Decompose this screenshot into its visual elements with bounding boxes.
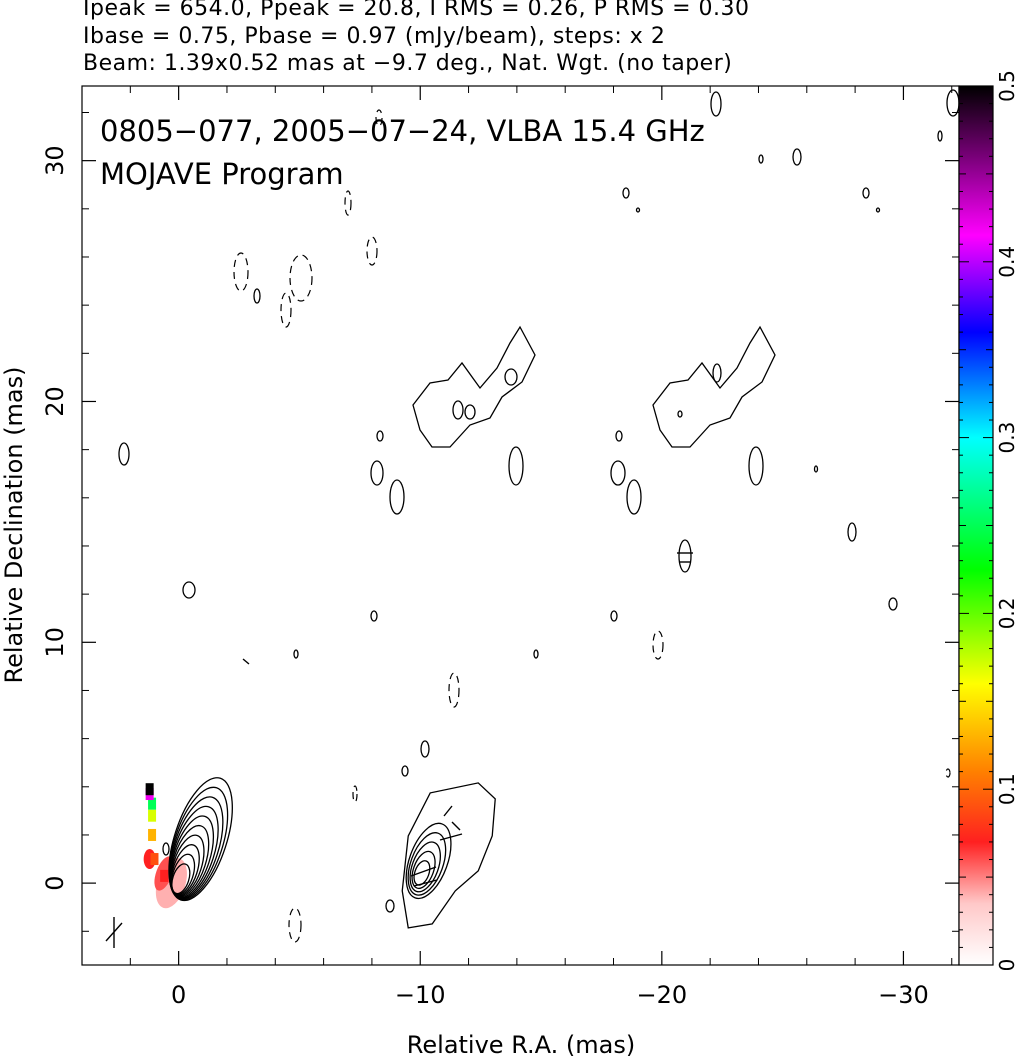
x-tick-label: −20 (637, 981, 688, 1009)
diffuse-emission-2-hole (677, 410, 683, 418)
polarization-pixel (150, 853, 159, 866)
header-line-1: Ipeak = 654.0, Ppeak = 20.8, I RMS = 0.2… (83, 0, 750, 21)
jet-knot-contour (407, 832, 447, 896)
diffuse-emission-2-hole (712, 363, 722, 383)
blob (401, 765, 409, 777)
jet-knot-contours (401, 782, 496, 929)
core-contour (171, 863, 191, 895)
jet-knot-contour (413, 860, 431, 886)
plot-subtitle: MOJAVE Program (100, 157, 344, 191)
blob (813, 465, 819, 473)
blob (118, 442, 130, 466)
x-tick-label: 0 (171, 981, 186, 1009)
jet-knot-outer-contour (401, 782, 496, 929)
blob (888, 597, 898, 611)
blob (162, 842, 170, 856)
polarization-pixel (148, 828, 157, 841)
blob (385, 899, 395, 913)
blob (389, 479, 405, 515)
diffuse-emission-1 (412, 325, 536, 448)
blob (678, 539, 692, 573)
blob (420, 740, 430, 758)
colorbar-tick-label: 0.1 (995, 773, 1019, 805)
jet-knot-contour (405, 822, 452, 900)
diffuse-emission-1-hole (504, 368, 518, 386)
blob (376, 430, 384, 442)
colorbar-tick-label: 0.3 (995, 422, 1019, 454)
header-line-2: Ibase = 0.75, Pbase = 0.97 (mJy/beam), s… (83, 24, 666, 49)
colorbar-labels: 0 0.1 0.2 0.3 0.4 0.5 (995, 70, 1019, 971)
colorbar-tick-label: 0.2 (995, 597, 1019, 629)
x-axis-label: Relative R.A. (mas) (407, 1031, 635, 1059)
y-tick-label: 0 (41, 875, 69, 890)
blob (508, 446, 524, 486)
blob (615, 430, 623, 442)
blob (533, 649, 539, 659)
colorbar-tick-label: 0 (995, 959, 1019, 972)
diffuse-emission-2 (652, 325, 776, 448)
polarization-pixel (145, 783, 154, 796)
plot-title: 0805−077, 2005−07−24, VLBA 15.4 GHz (100, 114, 705, 148)
blob (758, 154, 764, 164)
blob (937, 130, 943, 142)
blob (370, 460, 384, 486)
blob (792, 148, 802, 166)
major-ticks (82, 86, 959, 965)
x-tick-label: −30 (878, 981, 929, 1009)
blob (862, 187, 870, 199)
jet-knot-contour (411, 850, 436, 890)
blob (370, 610, 378, 622)
y-axis-label: Relative Declination (mas) (0, 366, 28, 683)
blob (635, 207, 641, 213)
y-tick-label: 30 (41, 145, 69, 176)
blob (847, 522, 857, 542)
core-contours (168, 777, 233, 902)
header-line-3: Beam: 1.39x0.52 mas at −9.7 deg., Nat. W… (83, 51, 733, 76)
blob (626, 479, 642, 515)
y-tick-label: 20 (41, 386, 69, 417)
blob (710, 91, 722, 117)
tick-labels: 0 −10 −20 −30 0 10 20 30 (41, 145, 929, 1009)
diffuse-emission-1-hole (464, 404, 476, 420)
colorbar-tick-label: 0.5 (995, 70, 1019, 102)
blob (182, 581, 196, 599)
y-tick-label: 10 (41, 627, 69, 658)
diffuse-jet-contours (118, 89, 959, 913)
polarization-pixel (160, 869, 169, 882)
blob (293, 649, 299, 659)
colorbar-tick-label: 0.4 (995, 246, 1019, 278)
blob (748, 446, 764, 486)
diffuse-emission-1-hole (452, 400, 464, 420)
blob (610, 610, 618, 622)
colorbar-ticks (959, 85, 993, 966)
polarization-pixel (148, 797, 157, 810)
blob (610, 460, 626, 486)
jet-knot-contour (409, 841, 441, 893)
minor-ticks (81, 86, 959, 965)
blob (622, 187, 630, 199)
polarization-vectors (105, 552, 693, 948)
negative-contours (233, 109, 951, 943)
blob (253, 288, 261, 304)
x-tick-label: −10 (395, 981, 446, 1009)
blob (946, 89, 959, 117)
blob (875, 207, 881, 213)
polarization-pixel (148, 809, 157, 822)
